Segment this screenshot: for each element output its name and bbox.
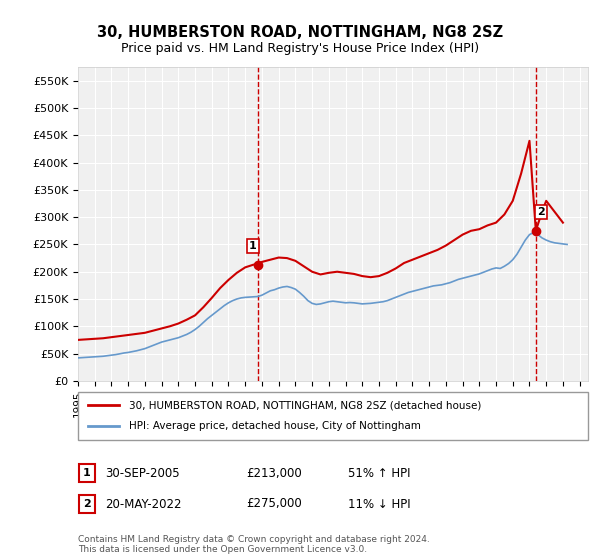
Text: Contains HM Land Registry data © Crown copyright and database right 2024.
This d: Contains HM Land Registry data © Crown c… <box>78 535 430 554</box>
Text: HPI: Average price, detached house, City of Nottingham: HPI: Average price, detached house, City… <box>129 421 421 431</box>
Text: £213,000: £213,000 <box>246 466 302 480</box>
Text: 51% ↑ HPI: 51% ↑ HPI <box>348 466 410 480</box>
Text: Price paid vs. HM Land Registry's House Price Index (HPI): Price paid vs. HM Land Registry's House … <box>121 42 479 55</box>
Text: 30, HUMBERSTON ROAD, NOTTINGHAM, NG8 2SZ (detached house): 30, HUMBERSTON ROAD, NOTTINGHAM, NG8 2SZ… <box>129 400 481 410</box>
FancyBboxPatch shape <box>78 392 588 440</box>
FancyBboxPatch shape <box>79 495 95 513</box>
FancyBboxPatch shape <box>79 464 95 482</box>
Text: 2: 2 <box>83 499 91 509</box>
Text: 11% ↓ HPI: 11% ↓ HPI <box>348 497 410 511</box>
Text: 20-MAY-2022: 20-MAY-2022 <box>105 497 182 511</box>
Text: 30, HUMBERSTON ROAD, NOTTINGHAM, NG8 2SZ: 30, HUMBERSTON ROAD, NOTTINGHAM, NG8 2SZ <box>97 25 503 40</box>
Text: 30-SEP-2005: 30-SEP-2005 <box>105 466 179 480</box>
Text: £275,000: £275,000 <box>246 497 302 511</box>
Text: 2: 2 <box>537 207 545 217</box>
Text: 1: 1 <box>83 468 91 478</box>
Text: 1: 1 <box>249 241 257 251</box>
